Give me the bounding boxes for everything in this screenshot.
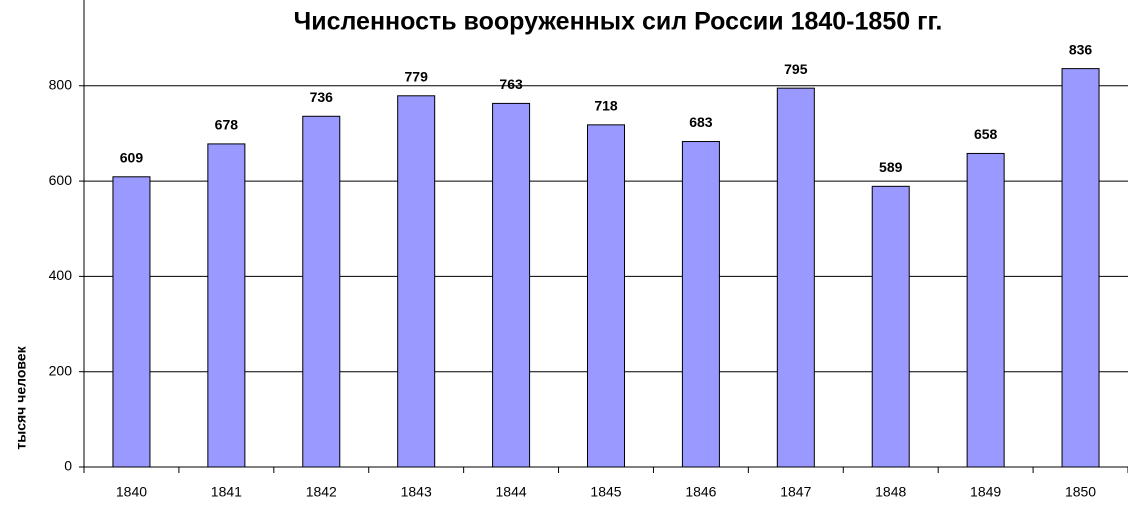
y-tick-label: 200 — [49, 362, 73, 378]
value-label: 718 — [594, 98, 618, 114]
bar — [112, 176, 151, 468]
y-tick-label: 400 — [49, 267, 73, 283]
x-tick-label: 1848 — [875, 484, 906, 500]
x-tick-label: 1845 — [590, 484, 621, 500]
x-tick-label: 1841 — [211, 484, 242, 500]
x-tick-label: 1844 — [496, 484, 527, 500]
value-label: 795 — [784, 61, 808, 77]
value-label: 589 — [879, 159, 903, 175]
y-tick-label: 0 — [64, 458, 72, 474]
bar — [966, 152, 1005, 468]
x-tick-label: 1850 — [1065, 484, 1096, 500]
x-tick-label: 1842 — [306, 484, 337, 500]
x-tick-label: 1849 — [970, 484, 1001, 500]
value-label: 836 — [1069, 41, 1093, 57]
bar — [1061, 68, 1100, 468]
bar — [871, 185, 910, 468]
bar — [302, 115, 341, 468]
bar — [492, 102, 531, 468]
value-label: 683 — [689, 114, 713, 130]
x-tick-label: 1846 — [685, 484, 716, 500]
value-label: 779 — [405, 68, 429, 84]
x-tick-label: 1843 — [401, 484, 432, 500]
bar — [397, 95, 436, 468]
value-label: 609 — [120, 149, 144, 165]
bar — [586, 124, 626, 468]
bar — [681, 141, 720, 468]
value-label: 736 — [310, 89, 334, 105]
bar — [207, 143, 246, 468]
chart-title: Численность вооруженных сил России 1840-… — [294, 8, 943, 36]
x-tick-label: 1847 — [780, 484, 811, 500]
y-tick-label: 600 — [49, 172, 73, 188]
x-tick-label: 1840 — [116, 484, 147, 500]
value-label: 658 — [974, 126, 998, 142]
value-label: 678 — [215, 117, 239, 133]
bar — [776, 87, 815, 468]
y-tick-label: 800 — [49, 76, 73, 92]
y-axis-label: тысяч человек — [13, 345, 29, 449]
value-label: 763 — [499, 76, 523, 92]
